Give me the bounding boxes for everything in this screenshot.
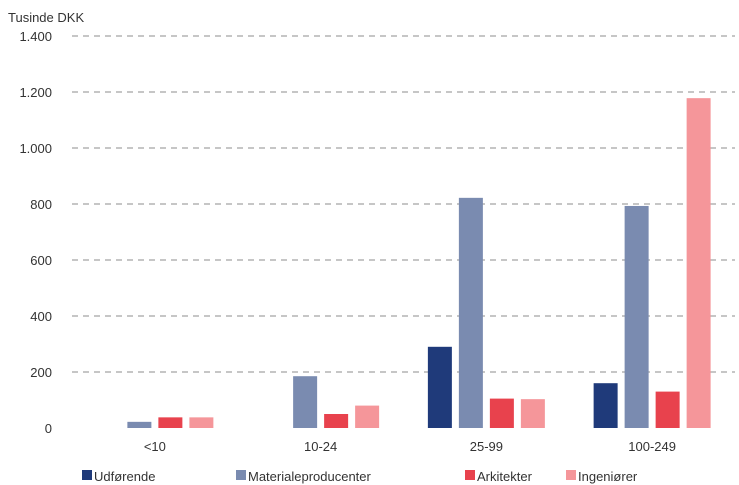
bar — [593, 383, 618, 428]
bar — [158, 417, 183, 428]
y-tick-label: 0 — [45, 421, 52, 436]
bar — [655, 391, 680, 428]
bar — [427, 346, 452, 428]
y-tick-label: 1.200 — [19, 85, 52, 100]
legend-swatch — [566, 470, 576, 480]
x-tick-label: 100-249 — [628, 439, 676, 454]
legend-swatch — [465, 470, 475, 480]
bar — [458, 197, 483, 428]
y-tick-label: 600 — [30, 253, 52, 268]
bar — [293, 376, 318, 428]
legend: Udførende Materialeproducenter Arkitekter I… — [82, 469, 638, 484]
bar — [324, 414, 349, 428]
x-tick-label: 10-24 — [304, 439, 337, 454]
bar — [127, 421, 152, 428]
x-axis-ticks: <10 10-24 25-99 100-249 — [144, 439, 676, 454]
y-unit-label: Tusinde DKK — [8, 10, 84, 25]
y-axis-ticks: 0 200 400 600 800 1.000 1.200 1.400 — [19, 29, 52, 436]
legend-swatch — [82, 470, 92, 480]
y-tick-label: 400 — [30, 309, 52, 324]
legend-label: Ingeniører — [578, 469, 638, 484]
bar — [520, 399, 545, 428]
gridlines — [72, 35, 735, 373]
y-tick-label: 1.400 — [19, 29, 52, 44]
bar — [489, 398, 514, 428]
x-tick-label: <10 — [144, 439, 166, 454]
bars — [127, 98, 711, 428]
y-tick-label: 200 — [30, 365, 52, 380]
bar — [355, 405, 380, 428]
legend-label: Arkitekter — [477, 469, 533, 484]
legend-label: Udførende — [94, 469, 155, 484]
legend-swatch — [236, 470, 246, 480]
x-tick-label: 25-99 — [470, 439, 503, 454]
bar — [189, 417, 214, 428]
bar — [686, 98, 711, 428]
y-tick-label: 800 — [30, 197, 52, 212]
y-tick-label: 1.000 — [19, 141, 52, 156]
legend-label: Materialeproducenter — [248, 469, 372, 484]
bar — [624, 205, 649, 428]
